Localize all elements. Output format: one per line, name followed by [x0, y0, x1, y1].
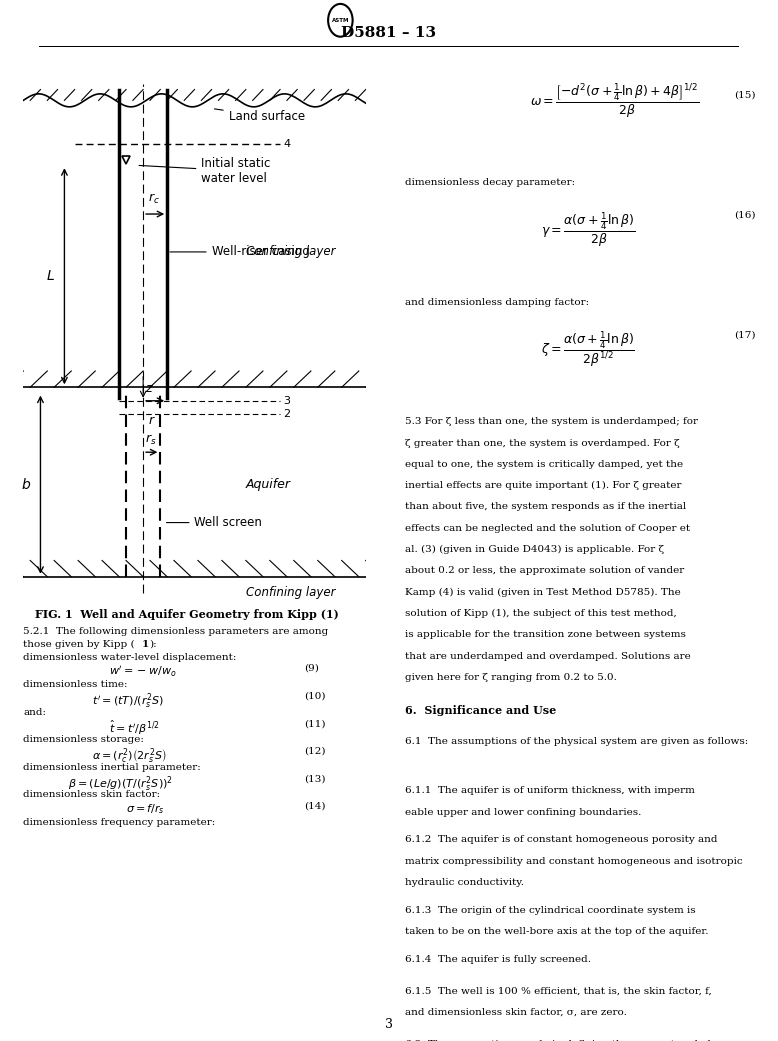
Text: $r_c$: $r_c$	[149, 192, 160, 206]
Text: inertial effects are quite important (1). For ζ greater: inertial effects are quite important (1)…	[405, 481, 681, 490]
Text: 6.1  The assumptions of the physical system are given as follows:: 6.1 The assumptions of the physical syst…	[405, 737, 748, 746]
Text: FIG. 1  Well and Aquifer Geometry from Kipp (1): FIG. 1 Well and Aquifer Geometry from Ki…	[35, 609, 338, 620]
Text: (10): (10)	[304, 691, 325, 701]
Text: L: L	[47, 270, 54, 283]
Text: $t' = (tT)/(r_s^2 S)$: $t' = (tT)/(r_s^2 S)$	[92, 691, 164, 711]
Text: dimensionless inertial parameter:: dimensionless inertial parameter:	[23, 763, 201, 771]
Text: $r$: $r$	[149, 414, 156, 427]
Text: and:: and:	[23, 708, 47, 717]
Text: 3: 3	[283, 396, 290, 406]
Text: is applicable for the transition zone between systems: is applicable for the transition zone be…	[405, 630, 685, 639]
Text: 6.1.4  The aquifer is fully screened.: 6.1.4 The aquifer is fully screened.	[405, 955, 591, 964]
Text: ASTM: ASTM	[331, 18, 349, 23]
Text: (9): (9)	[304, 664, 319, 672]
Text: 4: 4	[283, 138, 291, 149]
Text: 5.2.1  The following dimensionless parameters are among: 5.2.1 The following dimensionless parame…	[23, 627, 328, 636]
Text: eable upper and lower confining boundaries.: eable upper and lower confining boundari…	[405, 808, 641, 816]
Text: 6.1.5  The well is 100 % efficient, that is, the skin factor, f,: 6.1.5 The well is 100 % efficient, that …	[405, 987, 711, 995]
Text: Well screen: Well screen	[166, 516, 262, 529]
Text: D5881 – 13: D5881 – 13	[342, 26, 436, 40]
Text: dimensionless time:: dimensionless time:	[23, 680, 128, 689]
Text: solution of Kipp (1), the subject of this test method,: solution of Kipp (1), the subject of thi…	[405, 609, 676, 618]
Text: matrix compressibility and constant homogeneous and isotropic: matrix compressibility and constant homo…	[405, 857, 742, 865]
Text: Confining layer: Confining layer	[246, 586, 335, 600]
Text: and dimensionless damping factor:: and dimensionless damping factor:	[405, 298, 589, 306]
Text: (14): (14)	[304, 802, 325, 811]
Text: 6.2  The assumptions made in defining the momentum balanc: 6.2 The assumptions made in defining the…	[405, 1040, 729, 1041]
Text: 6.  Significance and Use: 6. Significance and Use	[405, 705, 555, 716]
Text: equal to one, the system is critically damped, yet the: equal to one, the system is critically d…	[405, 460, 682, 468]
Text: Initial static
water level: Initial static water level	[139, 157, 271, 184]
Text: b: b	[22, 478, 30, 491]
Text: 3: 3	[385, 1018, 393, 1031]
Text: effects can be neglected and the solution of Cooper et: effects can be neglected and the solutio…	[405, 524, 689, 533]
Text: (16): (16)	[734, 210, 755, 220]
Text: Land surface: Land surface	[215, 109, 305, 123]
Text: $\sigma = f/r_s$: $\sigma = f/r_s$	[126, 802, 165, 815]
Text: $w' = -w/w_o$: $w' = -w/w_o$	[109, 664, 177, 679]
Text: 6.1.2  The aquifer is of constant homogeneous porosity and: 6.1.2 The aquifer is of constant homogen…	[405, 835, 717, 844]
Text: dimensionless decay parameter:: dimensionless decay parameter:	[405, 178, 575, 187]
Text: hydraulic conductivity.: hydraulic conductivity.	[405, 878, 524, 887]
Text: 2: 2	[283, 409, 291, 420]
Text: (12): (12)	[304, 746, 325, 756]
Text: Well-riser casing: Well-riser casing	[170, 246, 310, 258]
Text: Kamp (4) is valid (given in Test Method D5785). The: Kamp (4) is valid (given in Test Method …	[405, 587, 680, 596]
Text: $\alpha = (r_c^2)\left(2r_s^2 S\right)$: $\alpha = (r_c^2)\left(2r_s^2 S\right)$	[92, 746, 166, 766]
Text: dimensionless skin factor:: dimensionless skin factor:	[23, 790, 160, 799]
Text: $\gamma = \dfrac{\alpha(\sigma+\frac{1}{4}\ln\beta)}{2\beta}$: $\gamma = \dfrac{\alpha(\sigma+\frac{1}{…	[541, 210, 635, 249]
Text: $\zeta = \dfrac{\alpha(\sigma+\frac{1}{4}\ln\beta)}{2\beta^{1/2}}$: $\zeta = \dfrac{\alpha(\sigma+\frac{1}{4…	[541, 330, 635, 371]
Text: 5.3 For ζ less than one, the system is underdamped; for: 5.3 For ζ less than one, the system is u…	[405, 417, 698, 426]
Text: 6.1.1  The aquifer is of uniform thickness, with imperm: 6.1.1 The aquifer is of uniform thicknes…	[405, 786, 695, 795]
Text: (13): (13)	[304, 775, 325, 783]
Text: dimensionless storage:: dimensionless storage:	[23, 735, 144, 744]
Text: (11): (11)	[304, 719, 325, 728]
Text: (17): (17)	[734, 330, 755, 339]
Text: ζ greater than one, the system is overdamped. For ζ: ζ greater than one, the system is overda…	[405, 438, 679, 448]
Text: 6.1.3  The origin of the cylindrical coordinate system is: 6.1.3 The origin of the cylindrical coor…	[405, 906, 696, 915]
Text: Confining layer: Confining layer	[246, 246, 335, 258]
Text: and dimensionless skin factor, σ, are zero.: and dimensionless skin factor, σ, are ze…	[405, 1008, 626, 1017]
Text: (15): (15)	[734, 91, 755, 100]
Text: $\hat{t} = t'/\beta^{1/2}$: $\hat{t} = t'/\beta^{1/2}$	[109, 719, 159, 737]
Text: 1: 1	[142, 640, 149, 649]
Text: about 0.2 or less, the approximate solution of vander: about 0.2 or less, the approximate solut…	[405, 566, 684, 576]
Text: Aquifer: Aquifer	[246, 478, 291, 491]
Text: al. (3) (given in Guide D4043) is applicable. For ζ: al. (3) (given in Guide D4043) is applic…	[405, 545, 664, 554]
Text: taken to be on the well-bore axis at the top of the aquifer.: taken to be on the well-bore axis at the…	[405, 926, 708, 936]
Text: dimensionless water-level displacement:: dimensionless water-level displacement:	[23, 653, 237, 662]
Text: than about five, the system responds as if the inertial: than about five, the system responds as …	[405, 503, 686, 511]
Text: those given by Kipp (: those given by Kipp (	[23, 640, 135, 649]
Text: z: z	[145, 382, 152, 396]
Text: given here for ζ ranging from 0.2 to 5.0.: given here for ζ ranging from 0.2 to 5.0…	[405, 672, 616, 682]
Text: $\omega = \dfrac{\left[-d^2(\sigma+\frac{1}{4}\ln\beta)+4\beta\right]^{1/2}}{2\b: $\omega = \dfrac{\left[-d^2(\sigma+\frac…	[530, 81, 699, 120]
Text: that are underdamped and overdamped. Solutions are: that are underdamped and overdamped. Sol…	[405, 652, 690, 661]
Text: ):: ):	[149, 640, 157, 649]
Text: dimensionless frequency parameter:: dimensionless frequency parameter:	[23, 818, 216, 827]
Text: $\beta = (Le/g)(T/(r_s^2 S))^2$: $\beta = (Le/g)(T/(r_s^2 S))^2$	[68, 775, 173, 794]
Text: $r_s$: $r_s$	[145, 433, 156, 447]
